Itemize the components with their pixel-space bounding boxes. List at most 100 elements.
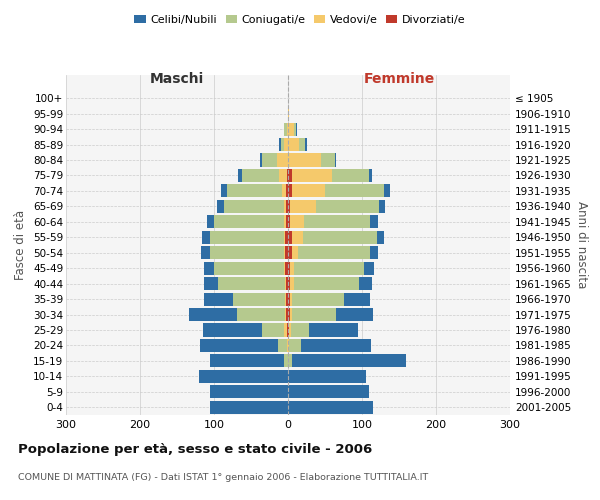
Bar xyxy=(284,215,286,228)
Bar xyxy=(218,277,285,290)
Bar xyxy=(286,292,288,306)
Bar xyxy=(303,230,377,244)
Legend: Celibi/Nubili, Coniugati/e, Vedovi/e, Divorziati/e: Celibi/Nubili, Coniugati/e, Vedovi/e, Di… xyxy=(130,10,470,29)
Bar xyxy=(288,354,292,368)
Bar xyxy=(284,262,285,274)
Bar xyxy=(359,277,373,290)
Bar xyxy=(290,262,294,274)
Bar xyxy=(310,324,358,336)
Bar xyxy=(282,184,286,198)
Bar xyxy=(304,215,370,228)
Bar xyxy=(210,400,288,414)
Bar xyxy=(289,339,301,352)
Bar xyxy=(279,169,287,182)
Bar xyxy=(364,262,374,274)
Bar xyxy=(214,215,284,228)
Bar xyxy=(237,308,285,321)
Bar xyxy=(288,324,289,336)
Bar xyxy=(199,370,288,383)
Bar xyxy=(325,184,384,198)
Bar xyxy=(377,230,384,244)
Bar xyxy=(370,246,377,260)
Bar xyxy=(284,354,288,368)
Bar xyxy=(298,246,370,260)
Bar xyxy=(206,215,214,228)
Bar xyxy=(286,215,288,228)
Bar xyxy=(189,308,237,321)
Bar xyxy=(301,339,371,352)
Bar xyxy=(288,262,290,274)
Bar xyxy=(322,154,335,166)
Bar xyxy=(286,277,288,290)
Bar xyxy=(214,262,284,274)
Bar xyxy=(292,292,344,306)
Bar xyxy=(292,184,325,198)
Bar xyxy=(294,122,296,136)
Bar xyxy=(299,138,305,151)
Bar xyxy=(203,324,262,336)
Bar xyxy=(289,324,291,336)
Bar xyxy=(379,200,385,213)
Text: Femmine: Femmine xyxy=(364,72,434,86)
Bar xyxy=(287,324,288,336)
Bar xyxy=(284,324,287,336)
Bar xyxy=(288,308,290,321)
Bar xyxy=(285,230,288,244)
Bar xyxy=(290,200,316,213)
Bar xyxy=(284,200,286,213)
Bar xyxy=(296,122,297,136)
Bar xyxy=(294,262,364,274)
Bar xyxy=(294,277,359,290)
Y-axis label: Anni di nascita: Anni di nascita xyxy=(575,202,588,288)
Bar xyxy=(277,154,288,166)
Bar xyxy=(370,215,377,228)
Bar xyxy=(286,200,288,213)
Bar xyxy=(370,169,371,182)
Bar xyxy=(284,230,285,244)
Bar xyxy=(262,324,284,336)
Bar xyxy=(288,138,299,151)
Bar xyxy=(292,354,406,368)
Bar xyxy=(285,308,286,321)
Bar xyxy=(210,385,288,398)
Bar xyxy=(202,230,209,244)
Bar xyxy=(200,339,278,352)
Bar xyxy=(224,200,284,213)
Bar xyxy=(288,200,290,213)
Bar xyxy=(285,262,288,274)
Bar xyxy=(287,169,288,182)
Bar xyxy=(203,292,233,306)
Bar xyxy=(332,169,370,182)
Bar xyxy=(205,262,214,274)
Bar xyxy=(316,200,379,213)
Bar xyxy=(286,184,288,198)
Bar xyxy=(288,215,290,228)
Bar xyxy=(209,230,284,244)
Bar xyxy=(286,308,288,321)
Bar xyxy=(211,354,284,368)
Bar xyxy=(290,215,304,228)
Bar xyxy=(288,385,370,398)
Bar xyxy=(290,277,294,290)
Bar xyxy=(288,400,373,414)
Bar xyxy=(288,246,292,260)
Bar xyxy=(292,308,336,321)
Bar xyxy=(278,339,287,352)
Bar xyxy=(285,292,286,306)
Bar xyxy=(288,107,289,120)
Bar xyxy=(203,277,218,290)
Bar xyxy=(279,138,281,151)
Bar xyxy=(288,122,294,136)
Bar xyxy=(284,246,285,260)
Bar xyxy=(202,246,210,260)
Bar xyxy=(287,339,288,352)
Bar xyxy=(290,292,292,306)
Bar xyxy=(284,138,288,151)
Bar xyxy=(285,246,288,260)
Bar xyxy=(288,184,292,198)
Bar xyxy=(260,154,262,166)
Bar xyxy=(305,138,307,151)
Bar xyxy=(344,292,370,306)
Bar xyxy=(285,277,286,290)
Bar xyxy=(288,370,366,383)
